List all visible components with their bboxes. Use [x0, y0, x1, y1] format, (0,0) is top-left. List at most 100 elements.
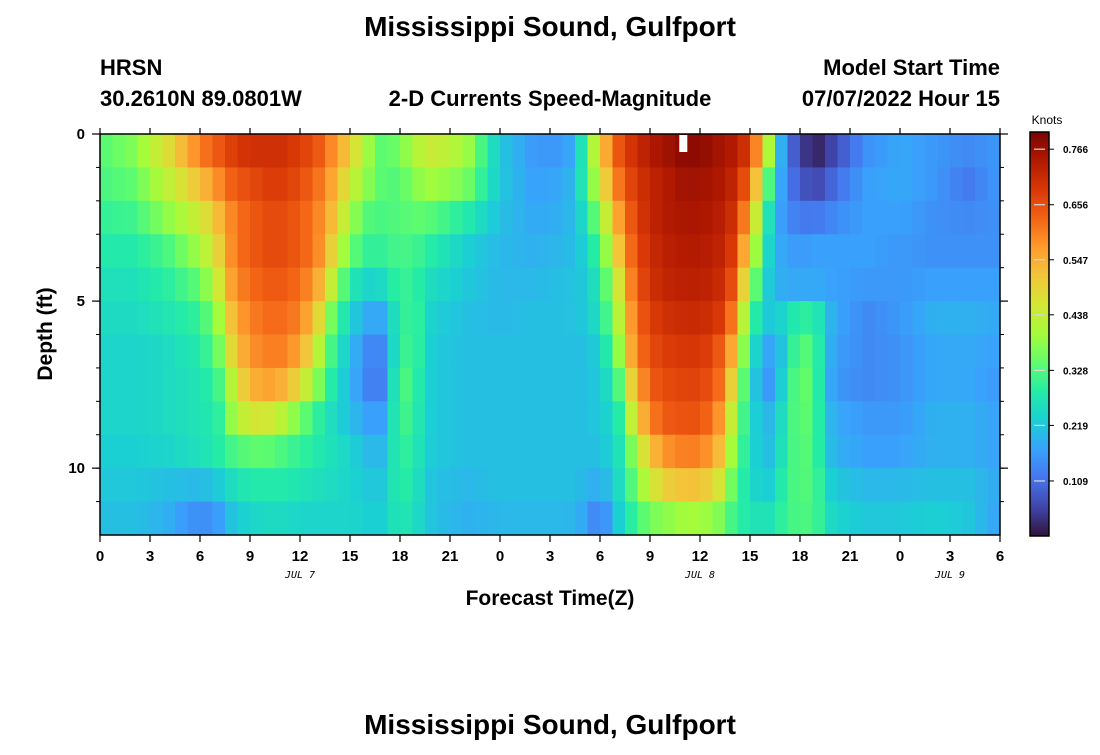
heatmap-cell	[450, 434, 464, 469]
heatmap-cell	[775, 301, 789, 336]
heatmap-cell	[225, 134, 239, 169]
heatmap-cell	[162, 167, 176, 202]
heatmap-cell	[937, 434, 951, 469]
heatmap-cell	[175, 501, 189, 535]
heatmap-cell	[487, 501, 501, 535]
colorbar-tick-label: 0.328	[1063, 366, 1088, 377]
heatmap-cell	[775, 434, 789, 469]
heatmap-cell	[462, 468, 476, 503]
heatmap-cell	[112, 134, 126, 169]
heatmap-cell	[300, 501, 314, 535]
heatmap-cell	[400, 434, 414, 469]
heatmap-cell	[937, 234, 951, 269]
heatmap-cell	[812, 200, 826, 235]
heatmap-cell	[775, 267, 789, 302]
heatmap-cell	[300, 367, 314, 402]
heatmap-cell	[462, 401, 476, 436]
heatmap-cell	[887, 334, 901, 369]
heatmap-cell	[525, 468, 539, 503]
heatmap-cell	[962, 200, 976, 235]
heatmap-cell	[425, 200, 439, 235]
x-tick-label: 3	[546, 548, 554, 565]
heatmap-cell	[762, 501, 776, 535]
heatmap-cell	[650, 167, 664, 202]
heatmap-cell	[900, 334, 914, 369]
heatmap-cell	[400, 367, 414, 402]
heatmap-cell	[200, 468, 214, 503]
x-tick-label: 0	[896, 548, 904, 565]
heatmap-cell	[175, 234, 189, 269]
heatmap-cell	[962, 267, 976, 302]
heatmap-cell	[775, 334, 789, 369]
heatmap-cell	[612, 468, 626, 503]
heatmap-cell	[200, 367, 214, 402]
heatmap-cell	[237, 267, 251, 302]
heatmap-cell	[637, 301, 651, 336]
heatmap-cell	[687, 134, 701, 169]
heatmap-cell	[825, 334, 839, 369]
heatmap-cell	[787, 200, 801, 235]
heatmap-cell	[725, 200, 739, 235]
heatmap-cell	[812, 501, 826, 535]
heatmap-cell	[625, 267, 639, 302]
heatmap-cell	[675, 334, 689, 369]
heatmap-cell	[662, 134, 676, 169]
heatmap-cell	[412, 434, 426, 469]
heatmap-cell	[525, 501, 539, 535]
heatmap-cell	[762, 267, 776, 302]
heatmap-cell	[950, 134, 964, 169]
heatmap-cell	[575, 301, 589, 336]
heatmap-cell	[687, 167, 701, 202]
heatmap-cell	[525, 134, 539, 169]
heatmap-cell	[325, 267, 339, 302]
heatmap-cell	[362, 501, 376, 535]
heatmap-cell	[962, 167, 976, 202]
heatmap-cell	[150, 267, 164, 302]
heatmap-cell	[762, 134, 776, 169]
heatmap-cell	[625, 200, 639, 235]
heatmap-cell	[325, 367, 339, 402]
heatmap-cell	[162, 367, 176, 402]
heatmap-cell	[762, 468, 776, 503]
heatmap-cell	[225, 401, 239, 436]
heatmap-cell	[762, 434, 776, 469]
heatmap-cell	[700, 234, 714, 269]
heatmap-cell	[887, 301, 901, 336]
heatmap-cell	[462, 301, 476, 336]
heatmap-cell	[675, 200, 689, 235]
heatmap-cell	[825, 134, 839, 169]
heatmap-cell	[700, 434, 714, 469]
heatmap-cell	[450, 267, 464, 302]
heatmap-cell	[687, 468, 701, 503]
heatmap-cell	[737, 200, 751, 235]
heatmap-cell	[412, 501, 426, 535]
heatmap-cell	[562, 200, 576, 235]
heatmap-cell	[162, 267, 176, 302]
heatmap-cell	[425, 234, 439, 269]
heatmap-cell	[375, 434, 389, 469]
heatmap-cell	[337, 434, 351, 469]
x-tick-label: 9	[646, 548, 654, 565]
heatmap-cell	[125, 301, 139, 336]
heatmap-cell	[687, 200, 701, 235]
heatmap-cell	[887, 367, 901, 402]
heatmap-cell	[912, 301, 926, 336]
heatmap-cell	[587, 167, 601, 202]
heatmap-cell	[525, 367, 539, 402]
x-axis-label: Forecast Time(Z)	[466, 587, 635, 610]
heatmap-cell	[712, 167, 726, 202]
heatmap-cell	[125, 234, 139, 269]
heatmap-cell	[300, 167, 314, 202]
heatmap-cell	[162, 234, 176, 269]
heatmap-cell	[812, 134, 826, 169]
heatmap-cell	[287, 334, 301, 369]
heatmap-cell	[725, 134, 739, 169]
heatmap-cell	[825, 501, 839, 535]
heatmap-cell	[700, 501, 714, 535]
heatmap-cell	[975, 200, 989, 235]
heatmap-cell	[962, 134, 976, 169]
heatmap-cell	[837, 401, 851, 436]
heatmap-cell	[175, 167, 189, 202]
heatmap-cell	[500, 401, 514, 436]
heatmap-cell	[225, 167, 239, 202]
